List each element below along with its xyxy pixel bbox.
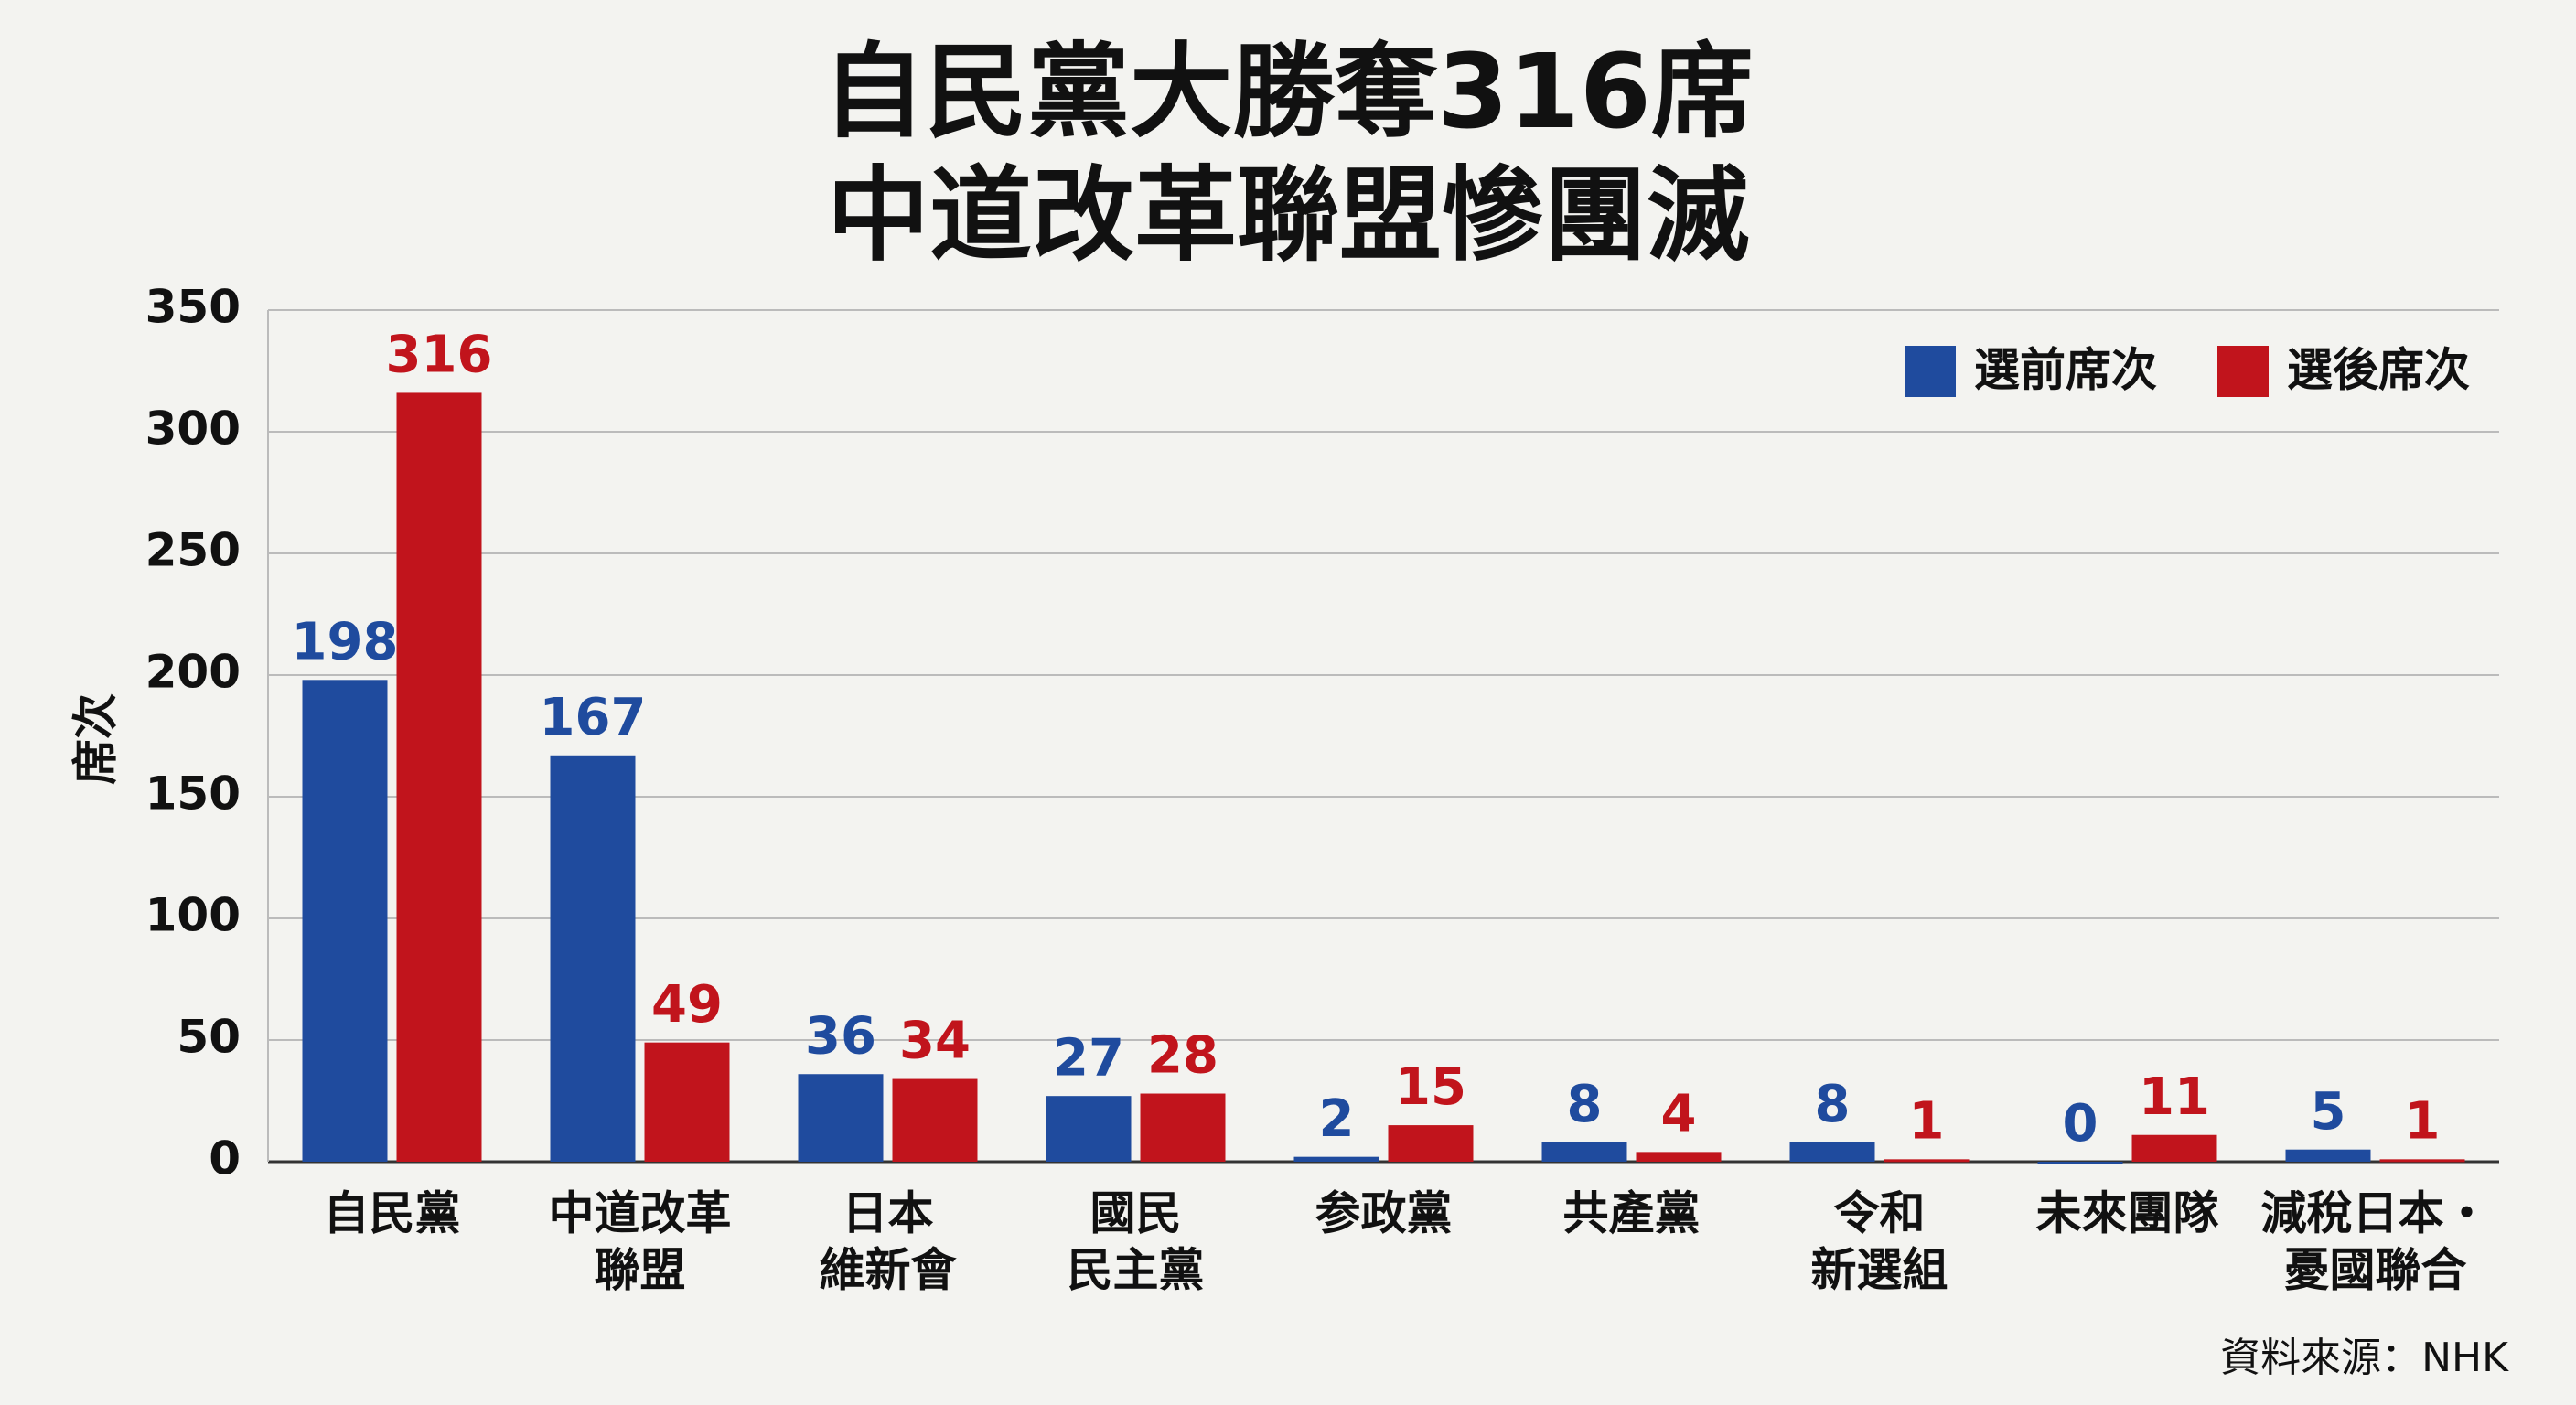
source-note: 資料來源：NHK — [2220, 1335, 2509, 1381]
value-label: 1 — [1909, 1091, 1945, 1151]
x-tick-label: 國民 — [1090, 1187, 1182, 1240]
y-tick-label: 50 — [177, 1011, 241, 1064]
bar — [892, 1078, 978, 1162]
bar — [644, 1042, 730, 1162]
x-tick-label: 民主黨 — [1068, 1244, 1205, 1297]
y-tick-label: 100 — [145, 889, 241, 942]
value-label: 34 — [899, 1012, 971, 1071]
y-tick-label: 200 — [145, 646, 241, 699]
value-label: 5 — [2311, 1082, 2346, 1142]
bar — [1388, 1125, 1474, 1162]
x-tick-label: 自民黨 — [324, 1187, 461, 1240]
y-tick-label: 300 — [145, 402, 241, 456]
x-tick-label: 日本 — [843, 1187, 934, 1240]
x-tick-label: 共產黨 — [1563, 1187, 1701, 1240]
y-axis-label: 席次 — [70, 693, 123, 785]
value-label: 2 — [1319, 1089, 1355, 1149]
x-tick-label: 新選組 — [1811, 1244, 1948, 1297]
bar — [2379, 1159, 2465, 1163]
x-tick-label: 令和 — [1834, 1187, 1926, 1240]
value-label: 8 — [1815, 1075, 1851, 1134]
legend-swatch — [2217, 346, 2269, 397]
bar — [1884, 1159, 1970, 1163]
legend-label: 選後席次 — [2287, 344, 2470, 397]
x-tick-label: 参政黨 — [1315, 1187, 1453, 1240]
value-label: 27 — [1053, 1028, 1124, 1088]
y-tick-label: 0 — [209, 1132, 241, 1185]
value-label: 167 — [540, 688, 647, 747]
y-tick-label: 250 — [145, 524, 241, 577]
bar — [2131, 1134, 2217, 1162]
value-label: 36 — [805, 1006, 876, 1066]
y-tick-label: 350 — [145, 281, 241, 334]
value-label: 316 — [386, 326, 493, 385]
bar — [396, 392, 482, 1162]
value-label: 28 — [1147, 1026, 1218, 1086]
x-tick-label: 減稅日本・ — [2261, 1187, 2490, 1240]
bar — [1046, 1096, 1132, 1162]
bar — [302, 680, 388, 1162]
bar — [1636, 1152, 1722, 1162]
bar — [798, 1074, 884, 1162]
value-label: 15 — [1395, 1057, 1466, 1117]
value-label: 1 — [2405, 1091, 2441, 1151]
x-tick-label: 憂國聯合 — [2284, 1244, 2467, 1297]
value-label: 0 — [2063, 1094, 2098, 1153]
bar — [2285, 1149, 2371, 1162]
bar — [1140, 1093, 1226, 1162]
value-label: 4 — [1661, 1085, 1697, 1144]
value-label: 49 — [651, 975, 723, 1035]
bar — [1293, 1156, 1379, 1162]
y-tick-label: 150 — [145, 767, 241, 820]
x-tick-label: 聯盟 — [595, 1244, 686, 1297]
x-tick-label: 未來團隊 — [2036, 1187, 2219, 1240]
bar — [1541, 1142, 1627, 1162]
chart-title: 中道改革聯盟慘團滅 — [827, 156, 1749, 275]
legend-swatch — [1905, 346, 1956, 397]
bar — [550, 755, 636, 1162]
chart-title: 自民黨大勝奪316席 — [822, 33, 1754, 152]
bar — [1789, 1142, 1875, 1162]
value-label: 198 — [292, 612, 399, 671]
x-tick-label: 中道改革 — [549, 1187, 732, 1240]
bar — [2037, 1162, 2123, 1164]
x-tick-label: 維新會 — [820, 1244, 958, 1297]
value-label: 8 — [1567, 1075, 1603, 1134]
legend-label: 選前席次 — [1974, 344, 2157, 397]
value-label: 11 — [2139, 1067, 2210, 1127]
